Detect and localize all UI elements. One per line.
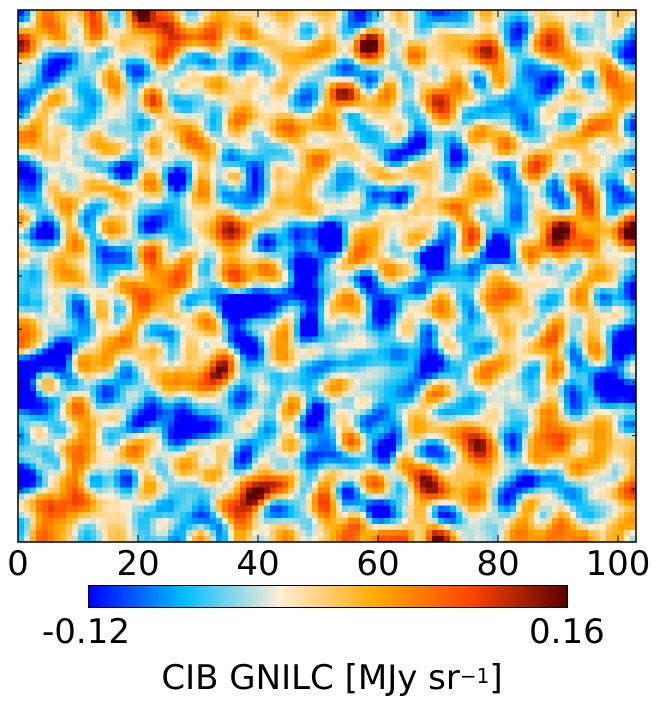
colorbar-max-label: 0.16 [529,612,605,652]
cib-gnilc-map [18,10,636,542]
colorbar-title: CIB GNILC [MJy sr−1] [0,656,664,700]
colorbar-min-label: -0.12 [42,612,130,652]
colorbar [88,585,568,608]
x-tick-label: 0 [7,544,29,584]
x-tick-label: 20 [116,544,160,584]
colorbar-title-suffix: ] [489,658,503,698]
plot-border [17,9,637,543]
x-tick-label: 80 [476,544,520,584]
x-tick-label: 100 [585,544,651,584]
colorbar-title-exponent: −1 [459,664,490,688]
x-tick-label: 60 [356,544,400,584]
x-tick-label: 40 [236,544,280,584]
colorbar-title-text: CIB GNILC [MJy sr [161,658,460,698]
